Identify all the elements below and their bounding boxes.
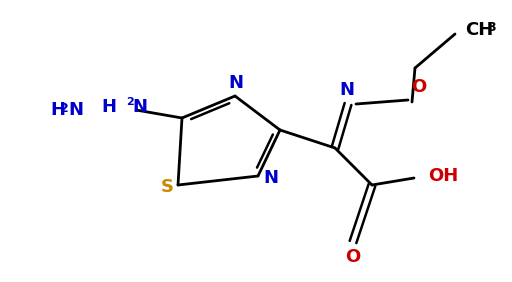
Text: N: N [339,81,354,99]
Text: O: O [411,78,426,96]
Text: N: N [228,74,244,92]
Text: H: H [101,98,116,116]
Text: S: S [161,178,174,196]
Text: H: H [50,101,65,119]
Text: N: N [263,169,278,187]
Text: N: N [132,98,147,116]
Text: N: N [68,101,83,119]
Text: O: O [346,248,360,266]
Text: OH: OH [428,167,458,185]
Text: CH: CH [465,21,493,39]
Text: 3: 3 [487,21,496,34]
Text: 2: 2 [60,102,69,115]
Text: 2: 2 [126,97,134,107]
